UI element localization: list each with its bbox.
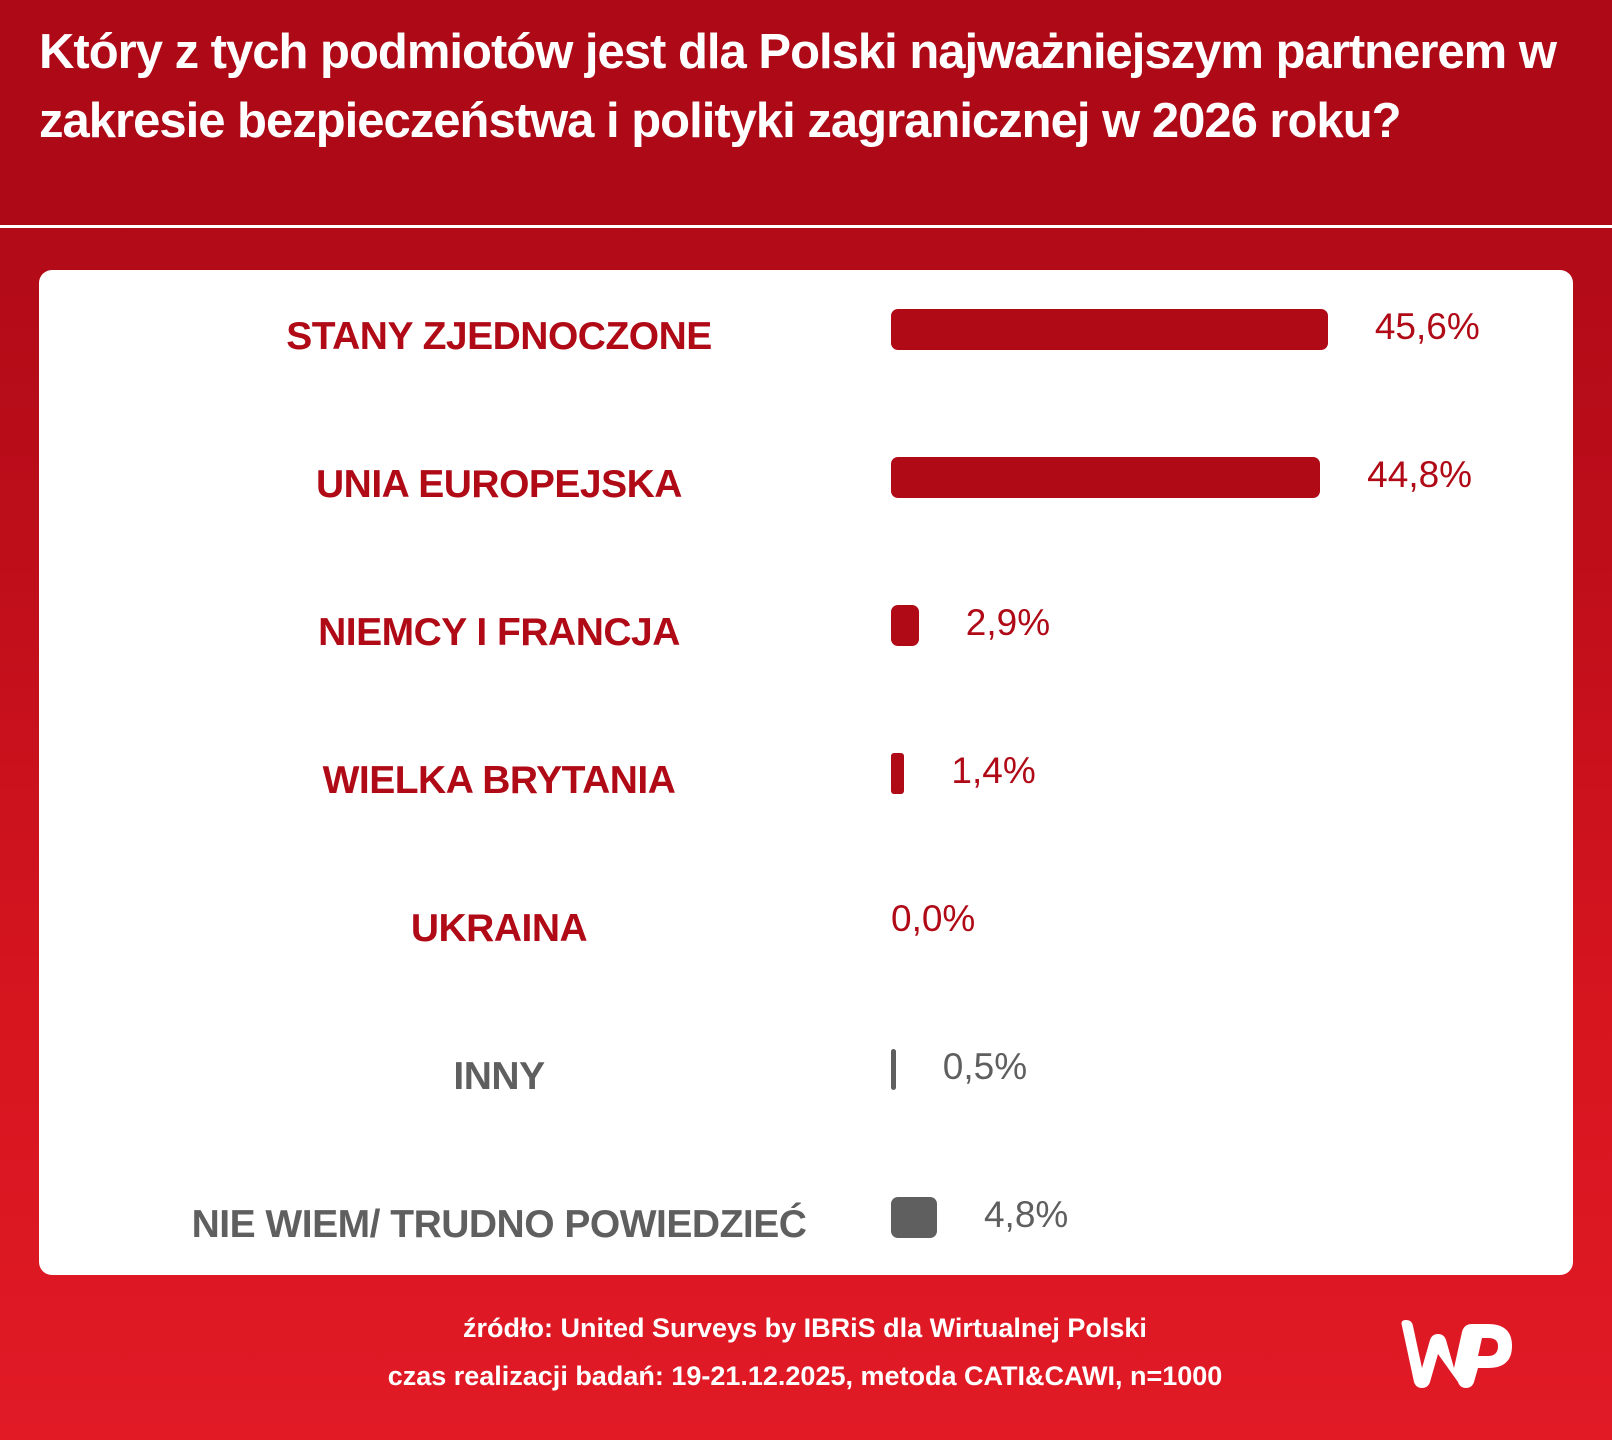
source-note: źródło: United Surveys by IBRiS dla Wirt… <box>463 1313 1147 1343</box>
value-label: 2,9% <box>965 602 1051 643</box>
chart-title: Który z tych podmiotów jest dla Polski n… <box>39 25 1557 148</box>
category-label: NIEMCY I FRANCJA <box>318 611 680 654</box>
value-label: 44,8% <box>1367 454 1473 495</box>
value-label: 0,0% <box>891 898 976 939</box>
header-band: Który z tych podmiotów jest dla Polski n… <box>0 0 1612 225</box>
header-divider <box>0 225 1612 228</box>
bar <box>891 604 919 646</box>
category-label: WIELKA BRYTANIA <box>322 759 676 802</box>
chart-card: STANY ZJEDNOCZONE 45,6% UNIA EUROPEJSKA 44,… <box>39 270 1573 1275</box>
category-label: INNY <box>453 1055 545 1098</box>
bar <box>891 308 1328 350</box>
method-note: czas realizacji badań: 19-21.12.2025, me… <box>387 1361 1223 1391</box>
value-label: 45,6% <box>1374 306 1480 347</box>
bar <box>891 456 1321 498</box>
category-label: UNIA EUROPEJSKA <box>316 463 682 506</box>
category-label: UKRAINA <box>410 907 588 950</box>
value-label: 0,5% <box>942 1046 1028 1087</box>
bar <box>891 752 905 794</box>
bar <box>891 1048 896 1090</box>
value-label: 4,8% <box>983 1194 1069 1235</box>
value-label: 1,4% <box>951 750 1036 791</box>
wp-logo <box>1401 1320 1512 1388</box>
category-label: STANY ZJEDNOCZONE <box>286 315 712 358</box>
category-label: NIE WIEM/ TRUDNO POWIEDZIEĆ <box>191 1203 807 1246</box>
bar <box>891 1196 937 1238</box>
